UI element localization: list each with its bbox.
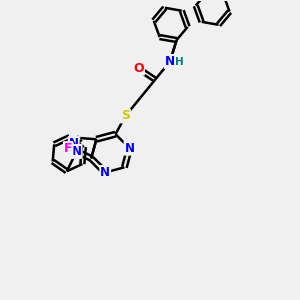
Text: H: H <box>175 56 184 67</box>
Text: F: F <box>64 142 72 155</box>
Text: N: N <box>69 137 79 150</box>
Text: N: N <box>72 145 82 158</box>
Text: N: N <box>165 55 175 68</box>
Text: N: N <box>100 166 110 179</box>
Text: S: S <box>121 110 130 122</box>
Text: O: O <box>133 61 144 75</box>
Text: N: N <box>124 142 134 155</box>
